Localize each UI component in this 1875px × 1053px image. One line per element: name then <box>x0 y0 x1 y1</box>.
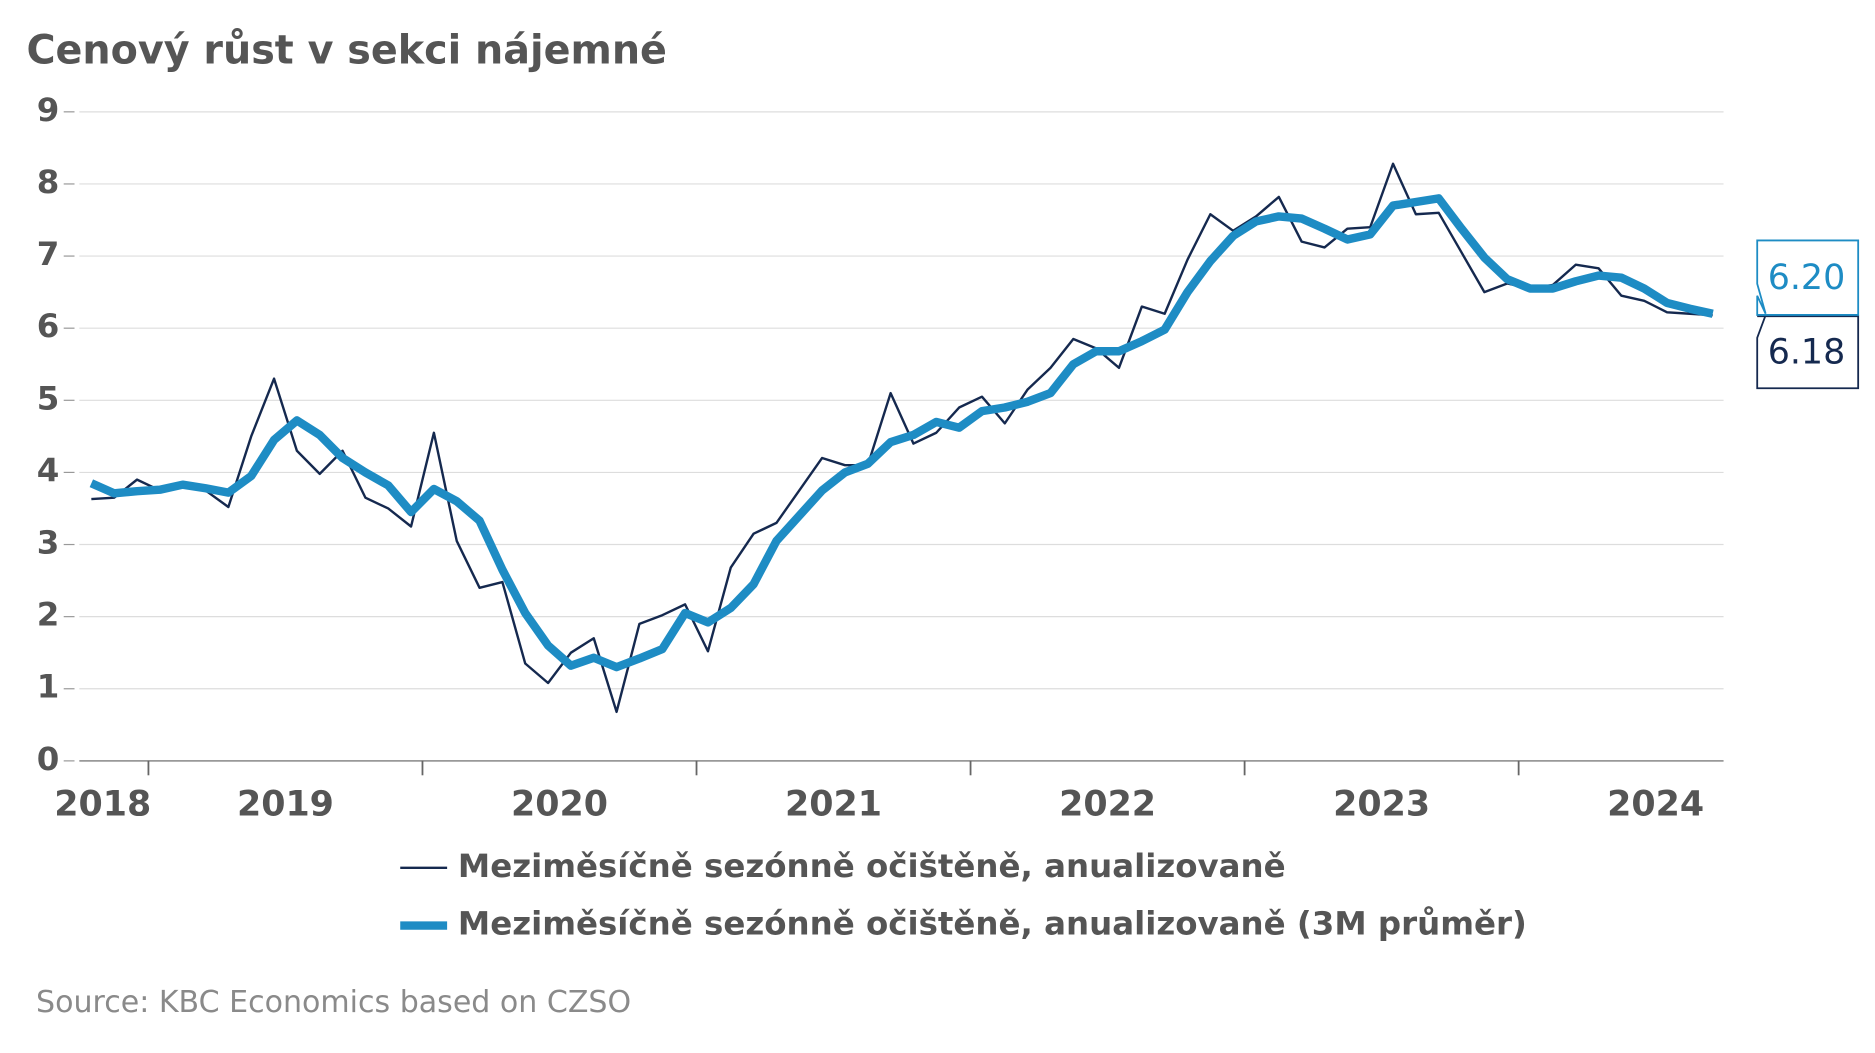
x-tick-label: 2023 <box>1333 784 1430 824</box>
x-tick-label: 2022 <box>1059 784 1156 824</box>
y-tick-label: 4 <box>37 451 60 489</box>
series-line <box>89 194 1714 672</box>
data-label: 6.18 <box>1768 332 1846 372</box>
y-tick-label: 7 <box>37 235 60 273</box>
source: Source: KBC Economics based on CZSO <box>36 985 631 1020</box>
chart-title: Cenový růst v sekci nájemné <box>26 27 667 73</box>
x-tick-label: 2020 <box>511 784 608 824</box>
legend-label: Meziměsíčně sezónně očištěně, anualizova… <box>458 905 1527 943</box>
x-tick-label: 2021 <box>785 784 882 824</box>
y-tick-label: 5 <box>37 379 60 417</box>
y-tick-label: 6 <box>37 307 60 345</box>
y-tick-label: 3 <box>37 524 60 562</box>
callout-box <box>1756 239 1860 316</box>
y-tick-label: 1 <box>37 668 60 706</box>
y-tick-label: 2 <box>37 596 60 634</box>
x-tick-label: 2019 <box>237 784 334 824</box>
y-tick-label: 9 <box>37 91 60 129</box>
data-label: 6.20 <box>1768 258 1846 298</box>
legend-label: Meziměsíčně sezónně očištěně, anualizova… <box>458 847 1286 885</box>
y-tick-label: 0 <box>37 740 60 778</box>
y-tick-label: 8 <box>37 163 60 201</box>
x-tick-label: 2024 <box>1607 784 1704 824</box>
series-line <box>91 162 1713 714</box>
x-tick-label: 2018 <box>54 784 151 824</box>
